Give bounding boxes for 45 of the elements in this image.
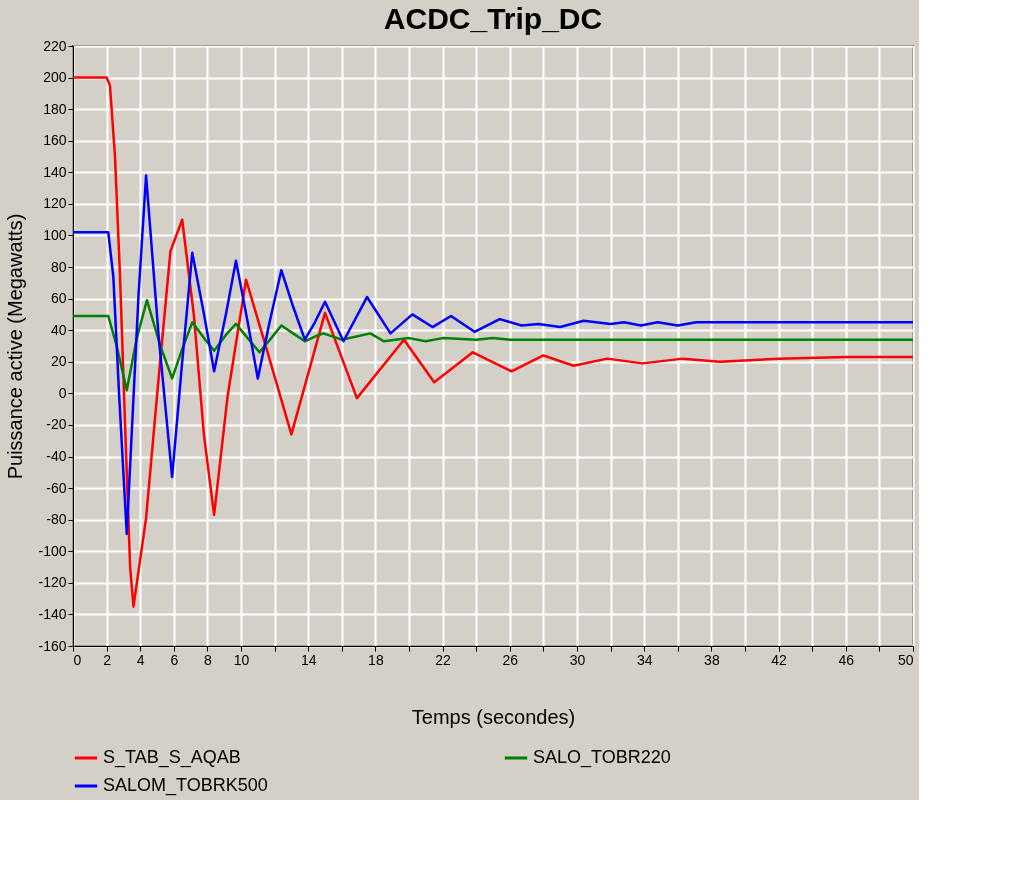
x-tick-label: 42 [771, 651, 788, 668]
y-tick-label: 20 [50, 353, 67, 370]
chart-title: ACDC_Trip_DC [383, 2, 603, 35]
x-tick-label: 38 [704, 651, 720, 668]
x-tick-label: 2 [103, 651, 112, 668]
y-tick-label: -120 [38, 574, 67, 591]
y-tick-label: -20 [46, 416, 67, 433]
y-tick-label: 80 [50, 258, 67, 275]
y-axis-title: Puissance active (Megawatts) [4, 213, 27, 480]
y-tick-label: -60 [46, 479, 67, 496]
legend-label: SALO_TOBR220 [533, 747, 671, 768]
y-tick-label: 0 [58, 384, 67, 401]
x-tick-label: 46 [838, 651, 855, 668]
line-series [73, 298, 913, 392]
y-tick-label: 220 [43, 37, 67, 54]
y-tick-label: -160 [38, 637, 67, 654]
x-axis-title: Temps (secondes) [411, 705, 576, 728]
y-tick-label: 120 [43, 195, 67, 212]
y-tick-label: -140 [38, 605, 67, 622]
line-series [73, 76, 913, 608]
x-tick-label: 14 [300, 651, 317, 668]
x-tick-label: 18 [368, 651, 384, 668]
y-tick-label: 60 [50, 290, 67, 307]
x-tick-label: 30 [569, 651, 586, 668]
y-tick-label: 40 [50, 321, 67, 338]
line-series [73, 174, 913, 536]
y-tick-label: 200 [43, 69, 67, 86]
y-tick-label: 100 [43, 226, 67, 243]
x-tick-label: 26 [502, 651, 519, 668]
x-tick-label: 8 [204, 651, 212, 668]
x-tick-label: 6 [170, 651, 179, 668]
x-tick-label: 4 [136, 651, 145, 668]
y-tick-label: -100 [38, 542, 67, 559]
legend-label: S_TAB_S_AQAB [103, 747, 241, 768]
x-tick-label: 50 [897, 651, 914, 668]
x-tick-label: 34 [636, 651, 653, 668]
y-tick-label: 160 [43, 132, 67, 149]
x-tick-label: 22 [435, 651, 452, 668]
legend-label: SALOM_TOBRK500 [103, 775, 268, 796]
x-tick-label: 0 [73, 651, 82, 668]
y-tick-label: 180 [43, 100, 67, 117]
y-tick-label: -80 [46, 511, 67, 528]
y-tick-label: 140 [43, 163, 67, 180]
x-tick-label: 10 [233, 651, 250, 668]
y-tick-label: -40 [46, 448, 67, 465]
